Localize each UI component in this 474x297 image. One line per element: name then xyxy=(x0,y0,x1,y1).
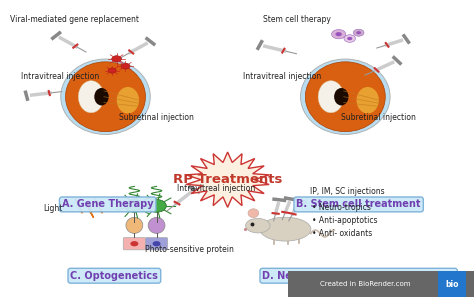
Text: D. Neuroprotective agents therapy: D. Neuroprotective agents therapy xyxy=(263,271,455,281)
Circle shape xyxy=(336,32,342,36)
Text: Photo-sensitive protein: Photo-sensitive protein xyxy=(146,245,234,254)
Ellipse shape xyxy=(76,78,106,116)
Text: Intravitreal injection: Intravitreal injection xyxy=(21,72,100,81)
Ellipse shape xyxy=(78,81,104,113)
Text: bio: bio xyxy=(445,280,459,289)
Ellipse shape xyxy=(148,217,165,233)
Text: Light: Light xyxy=(43,204,63,213)
Ellipse shape xyxy=(334,88,348,105)
Ellipse shape xyxy=(316,78,346,116)
Ellipse shape xyxy=(94,88,109,105)
Circle shape xyxy=(331,29,346,39)
Ellipse shape xyxy=(356,87,379,113)
FancyBboxPatch shape xyxy=(146,238,168,250)
Text: C. Optogenetics: C. Optogenetics xyxy=(71,271,158,281)
Text: • Anti-apoptotics: • Anti-apoptotics xyxy=(312,216,377,225)
Polygon shape xyxy=(95,199,102,213)
Ellipse shape xyxy=(301,59,390,135)
Text: Created in BioRender.com: Created in BioRender.com xyxy=(320,282,410,287)
Ellipse shape xyxy=(126,217,143,233)
Circle shape xyxy=(108,68,116,73)
FancyBboxPatch shape xyxy=(123,238,146,250)
Circle shape xyxy=(356,31,361,34)
Ellipse shape xyxy=(305,62,385,132)
Circle shape xyxy=(125,200,144,212)
Circle shape xyxy=(353,29,364,36)
Circle shape xyxy=(121,63,130,69)
Text: Subretinal injection: Subretinal injection xyxy=(341,113,416,121)
Text: Viral-mediated gene replacement: Viral-mediated gene replacement xyxy=(10,15,139,24)
Ellipse shape xyxy=(260,217,311,241)
Text: RP Treatments: RP Treatments xyxy=(173,173,283,186)
Ellipse shape xyxy=(117,87,139,113)
Polygon shape xyxy=(86,203,93,217)
Circle shape xyxy=(112,56,121,62)
Circle shape xyxy=(347,37,352,40)
Text: • Neuro-tropics: • Neuro-tropics xyxy=(312,203,371,212)
Text: A. Gene Therapy: A. Gene Therapy xyxy=(62,199,154,209)
FancyBboxPatch shape xyxy=(288,271,474,297)
FancyBboxPatch shape xyxy=(438,271,466,297)
Circle shape xyxy=(147,200,166,212)
Text: Intravitreal injection: Intravitreal injection xyxy=(243,72,321,81)
Circle shape xyxy=(153,241,161,246)
Ellipse shape xyxy=(318,81,344,113)
Text: Subretinal injection: Subretinal injection xyxy=(119,113,194,121)
Text: • Anti- oxidants: • Anti- oxidants xyxy=(312,229,372,238)
Ellipse shape xyxy=(246,218,270,233)
Text: IP, IM, SC injections: IP, IM, SC injections xyxy=(310,187,384,196)
Text: Intravitreal injection: Intravitreal injection xyxy=(176,184,255,193)
Polygon shape xyxy=(186,152,269,207)
Ellipse shape xyxy=(248,209,259,217)
Circle shape xyxy=(130,241,138,246)
Ellipse shape xyxy=(65,62,146,132)
Ellipse shape xyxy=(61,59,150,135)
Polygon shape xyxy=(75,199,82,213)
Text: Stem cell therapy: Stem cell therapy xyxy=(263,15,330,24)
Text: B. Stem cell treatment: B. Stem cell treatment xyxy=(296,199,421,209)
Circle shape xyxy=(344,35,356,42)
